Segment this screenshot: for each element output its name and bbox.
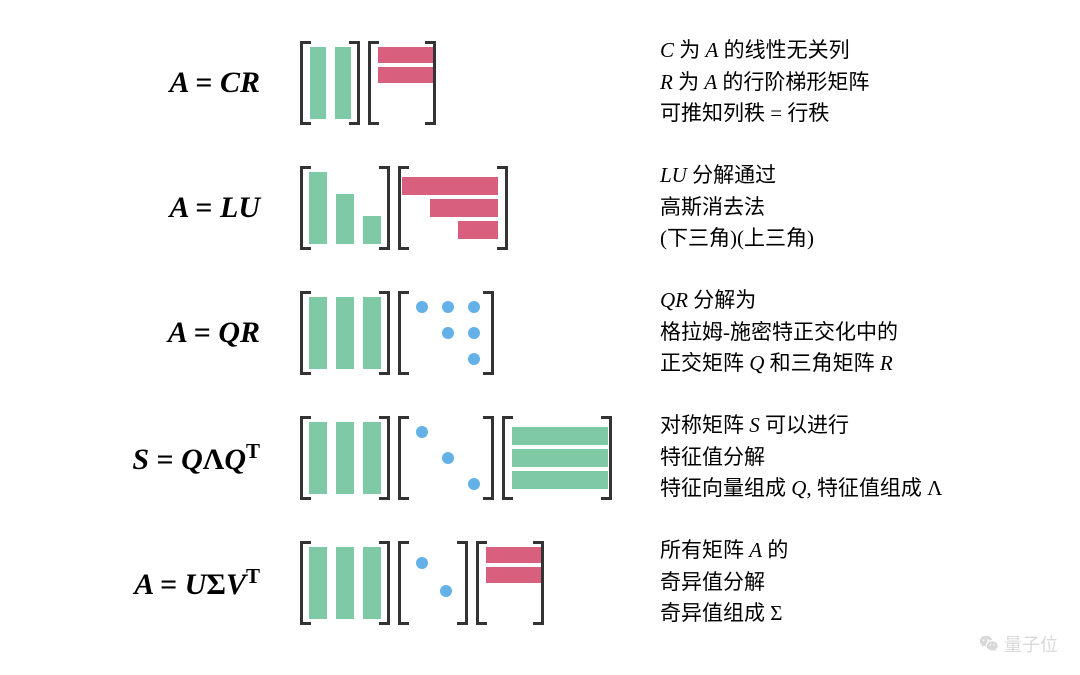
col-bar (336, 297, 354, 369)
matrix-svd-1 (398, 541, 468, 625)
matrix-svd-2 (476, 541, 544, 625)
equation-svd: A = UΣVT (134, 564, 260, 602)
desc-line: 正交矩阵 Q 和三角矩阵 R (660, 348, 1050, 380)
diagram-col-qr (300, 291, 640, 375)
wechat-icon (978, 633, 1000, 655)
col-bar (336, 547, 354, 619)
row-bar (486, 567, 542, 583)
matrix-qr-0 (300, 291, 390, 375)
dot (468, 327, 480, 339)
equation-col: A = CR (30, 66, 280, 100)
decomposition-row-svd: A = UΣVT 所有矩阵 A 的奇异值分解奇异值组成 Σ (30, 520, 1050, 645)
desc-line: (下三角)(上三角) (660, 223, 1050, 255)
dot (442, 327, 454, 339)
col-bar (363, 547, 381, 619)
equation-col: S = QΛQT (30, 439, 280, 477)
dot (416, 301, 428, 313)
equation-col: A = QR (30, 316, 280, 350)
dot (468, 301, 480, 313)
equation-col: A = LU (30, 191, 280, 225)
desc-line: 特征向量组成 Q, 特征值组成 Λ (660, 473, 1050, 505)
dot (416, 557, 428, 569)
diagram-col-cr (300, 41, 640, 125)
dot (440, 585, 452, 597)
row-bar (430, 199, 498, 217)
col-bar (309, 547, 327, 619)
col-bar (310, 47, 326, 119)
row-bar (402, 177, 498, 195)
watermark: 量子位 (978, 631, 1058, 657)
col-bar (336, 194, 354, 244)
matrix-qr-1 (398, 291, 494, 375)
dot (442, 301, 454, 313)
watermark-text: 量子位 (1004, 631, 1058, 657)
col-bar (336, 422, 354, 494)
col-bar (309, 422, 327, 494)
equation-qr: A = QR (168, 316, 260, 350)
row-bar (378, 67, 434, 83)
decomposition-row-lu: A = LU LU 分解通过高斯消去法(下三角)(上三角) (30, 145, 1050, 270)
desc-col-qr: QR 分解为格拉姆-施密特正交化中的正交矩阵 Q 和三角矩阵 R (660, 285, 1050, 380)
diagram-col-svd (300, 541, 640, 625)
desc-line: 高斯消去法 (660, 192, 1050, 224)
equation-cr: A = CR (170, 66, 261, 100)
row-bar (378, 47, 434, 63)
desc-col-cr: C 为 A 的线性无关列R 为 A 的行阶梯形矩阵可推知列秩 = 行秩 (660, 35, 1050, 130)
decomposition-row-cr: A = CR C 为 A 的线性无关列R 为 A 的行阶梯形矩阵可推知列秩 = 行… (30, 20, 1050, 145)
equation-col: A = UΣVT (30, 564, 280, 602)
col-bar (363, 422, 381, 494)
matrix-svd-0 (300, 541, 390, 625)
col-bar (335, 47, 351, 119)
desc-line: 特征值分解 (660, 442, 1050, 474)
row-bar (486, 547, 542, 563)
dot (442, 452, 454, 464)
decomposition-row-eig: S = QΛQT 对称矩阵 S 可以进行特征值分解特征向量组成 Q, 特征值组成 … (30, 395, 1050, 520)
desc-line: C 为 A 的线性无关列 (660, 35, 1050, 67)
matrix-cr-0 (300, 41, 360, 125)
desc-col-lu: LU 分解通过高斯消去法(下三角)(上三角) (660, 160, 1050, 255)
row-bar (512, 471, 608, 489)
col-bar (309, 172, 327, 244)
col-bar (309, 297, 327, 369)
matrix-lu-1 (398, 166, 508, 250)
desc-line: R 为 A 的行阶梯形矩阵 (660, 67, 1050, 99)
desc-line: 所有矩阵 A 的 (660, 535, 1050, 567)
diagram-col-lu (300, 166, 640, 250)
equation-eig: S = QΛQT (132, 439, 260, 477)
row-bar (512, 427, 608, 445)
matrix-eig-1 (398, 416, 494, 500)
dot (468, 478, 480, 490)
decomposition-row-qr: A = QR QR 分解为格拉姆-施密特正交化中的正交矩阵 Q 和三角矩阵 R (30, 270, 1050, 395)
dot (468, 353, 480, 365)
row-bar (458, 221, 498, 239)
row-bar (512, 449, 608, 467)
matrix-lu-0 (300, 166, 390, 250)
desc-line: 格拉姆-施密特正交化中的 (660, 317, 1050, 349)
desc-line: LU 分解通过 (660, 160, 1050, 192)
dot (416, 426, 428, 438)
matrix-eig-2 (502, 416, 612, 500)
diagram-col-eig (300, 416, 640, 500)
desc-line: 对称矩阵 S 可以进行 (660, 410, 1050, 442)
desc-line: 奇异值组成 Σ (660, 598, 1050, 630)
desc-line: 可推知列秩 = 行秩 (660, 98, 1050, 130)
col-bar (363, 297, 381, 369)
equation-lu: A = LU (170, 191, 260, 225)
col-bar (363, 216, 381, 244)
desc-col-svd: 所有矩阵 A 的奇异值分解奇异值组成 Σ (660, 535, 1050, 630)
desc-line: 奇异值分解 (660, 567, 1050, 599)
matrix-cr-1 (368, 41, 436, 125)
desc-line: QR 分解为 (660, 285, 1050, 317)
matrix-eig-0 (300, 416, 390, 500)
desc-col-eig: 对称矩阵 S 可以进行特征值分解特征向量组成 Q, 特征值组成 Λ (660, 410, 1050, 505)
